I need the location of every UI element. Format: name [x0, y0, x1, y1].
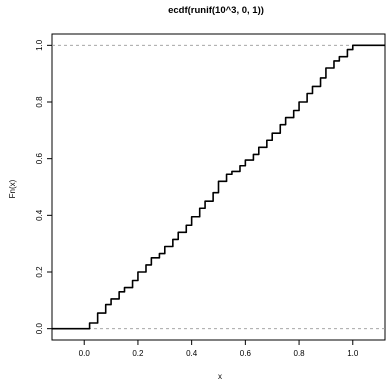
x-tick-label: 0.8: [294, 349, 306, 358]
y-tick-label: 0.2: [35, 266, 44, 278]
x-tick-label: 0.0: [79, 349, 91, 358]
x-tick-label: 0.4: [186, 349, 198, 358]
x-tick-label: 1.0: [347, 349, 359, 358]
y-tick-label: 0.8: [35, 96, 44, 108]
reference-lines: [52, 44, 385, 330]
y-axis-label: Fn(x): [8, 179, 17, 198]
ecdf-line-0: [52, 44, 385, 330]
y-tick-label: 0.4: [35, 209, 44, 221]
x-axis: 0.0 0.2 0.4 0.6 0.8 1.0: [79, 340, 359, 358]
plot-frame: [51, 33, 386, 341]
series-group: [52, 44, 385, 330]
x-tick-label: 0.6: [240, 349, 252, 358]
y-tick-label: 1.0: [35, 39, 44, 51]
y-tick-label: 0.0: [35, 323, 44, 335]
chart-title: ecdf(runif(10^3, 0, 1)): [168, 5, 264, 16]
y-tick-label: 0.6: [35, 153, 44, 165]
x-axis-label: x: [218, 372, 222, 381]
y-axis: 0.0 0.2 0.4 0.6 0.8 1.0: [35, 39, 52, 334]
x-tick-label: 0.2: [132, 349, 144, 358]
